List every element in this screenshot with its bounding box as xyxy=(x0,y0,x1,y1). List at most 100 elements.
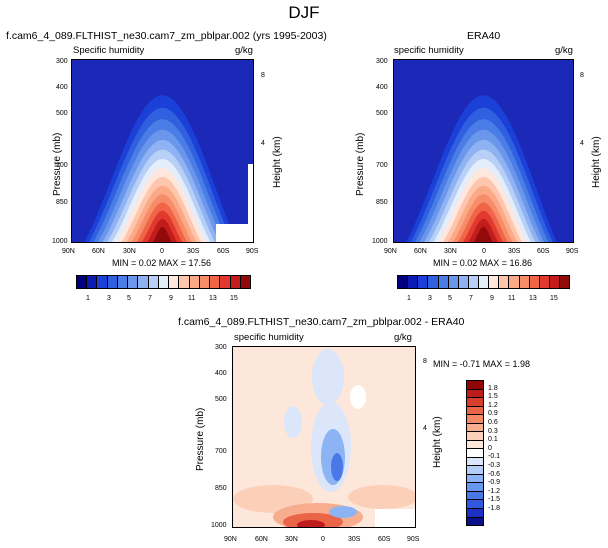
colorbar-swatch xyxy=(179,276,190,288)
panel3-ytick-right: 4 xyxy=(423,425,427,432)
panel3-colorbar-label: 1.2 xyxy=(488,401,498,409)
colorbar-swatch xyxy=(467,381,483,390)
panel3-xtick: 60S xyxy=(378,536,391,543)
colorbar-swatch xyxy=(97,276,108,288)
panel3-colorbar-label: 0.1 xyxy=(488,436,498,444)
panel3-colorbar xyxy=(466,380,484,526)
panel3-ytick: 700 xyxy=(215,448,227,455)
panel3-plot-area xyxy=(232,346,416,528)
panel1-xtick: 90N xyxy=(62,248,75,255)
colorbar-swatch xyxy=(107,276,118,288)
colorbar-swatch xyxy=(467,500,483,509)
colorbar-swatch xyxy=(467,432,483,441)
panel1-xtick: 90S xyxy=(246,248,259,255)
panel2-ytick: 700 xyxy=(376,162,388,169)
panel3-stats: MIN = -0.71 MAX = 1.98 xyxy=(433,359,531,369)
panel3-xtick: 0 xyxy=(321,536,325,543)
contour-anomaly-negative xyxy=(284,406,302,438)
panel1-xtick: 60N xyxy=(92,248,105,255)
panel1-colorbar-label: 3 xyxy=(107,295,111,302)
panel3-xtick: 90S xyxy=(407,536,420,543)
colorbar-swatch xyxy=(519,276,530,288)
panel1-units: g/kg xyxy=(235,45,253,56)
panel1-subtitle-left: Specific humidity xyxy=(73,45,145,56)
panel3-colorbar-label: 1.8 xyxy=(488,384,498,392)
panel2-colorbar-label: 9 xyxy=(490,295,494,302)
panel2-colorbar-label: 5 xyxy=(448,295,452,302)
colorbar-swatch xyxy=(467,491,483,501)
panel2-ytick-right: 4 xyxy=(580,140,584,147)
panel3-title: f.cam6_4_089.FLTHIST_ne30.cam7_zm_pblpar… xyxy=(178,316,465,328)
panel1-xtick: 0 xyxy=(160,248,164,255)
panel3-ytick: 1000 xyxy=(211,522,227,529)
panel1-stats: MIN = 0.02 MAX = 17.56 xyxy=(112,258,212,268)
panel3-colorbar-label: -0.1 xyxy=(488,453,501,461)
panel2-plot-area xyxy=(393,59,574,243)
panel2-ytick: 850 xyxy=(376,199,388,206)
panel3-ytick: 300 xyxy=(215,344,227,351)
panel3-colorbar-label: -0.9 xyxy=(488,479,501,487)
panel2-subtitle-left: specific humidity xyxy=(394,45,464,56)
panel1-ytick-right: 4 xyxy=(261,140,265,147)
panel3-ytick-right: 8 xyxy=(423,358,427,365)
colorbar-swatch xyxy=(87,276,98,288)
panel3-colorbar-label: -1.5 xyxy=(488,496,501,504)
panel3-subtitle-left: specific humidity xyxy=(234,332,304,343)
panel1-colorbar-label: 1 xyxy=(86,295,90,302)
colorbar-swatch xyxy=(408,276,419,288)
panel2-colorbar-label: 13 xyxy=(529,295,537,302)
colorbar-swatch xyxy=(467,406,483,416)
colorbar-swatch xyxy=(418,276,429,288)
panel2-colorbar-label: 1 xyxy=(407,295,411,302)
panel2-contour-field xyxy=(394,60,573,242)
colorbar-swatch xyxy=(560,276,570,288)
panel1-colorbar xyxy=(76,275,251,289)
panel2-colorbar-label: 7 xyxy=(469,295,473,302)
panel2-xtick: 60N xyxy=(414,248,427,255)
colorbar-swatch xyxy=(240,276,250,288)
colorbar-swatch xyxy=(128,276,139,288)
contour-anomaly-neutral xyxy=(350,385,366,409)
panel3-colorbar-label: 1.5 xyxy=(488,393,498,401)
colorbar-swatch xyxy=(467,457,483,467)
panel1-ytick: 700 xyxy=(56,162,68,169)
contour-anomaly-positive xyxy=(348,485,415,509)
contour-anomaly-negative xyxy=(331,453,343,481)
panel2-title: ERA40 xyxy=(467,30,501,42)
colorbar-swatch xyxy=(549,276,560,288)
panel1-xtick: 30S xyxy=(187,248,200,255)
panel1-ytick: 500 xyxy=(56,110,68,117)
panel2-ytick: 400 xyxy=(376,84,388,91)
panel3-xtick: 30S xyxy=(348,536,361,543)
colorbar-swatch xyxy=(438,276,449,288)
colorbar-swatch xyxy=(467,415,483,424)
panel1-ylabel-right: Height (km) xyxy=(272,136,283,188)
panel2-units: g/kg xyxy=(555,45,573,56)
colorbar-swatch xyxy=(539,276,550,288)
panel2-colorbar-label: 3 xyxy=(428,295,432,302)
colorbar-swatch xyxy=(169,276,180,288)
colorbar-swatch xyxy=(468,276,479,288)
colorbar-swatch xyxy=(529,276,540,288)
panel1-title: f.cam6_4_089.FLTHIST_ne30.cam7_zm_pblpar… xyxy=(6,30,327,42)
panel3-colorbar-label: 0.6 xyxy=(488,418,498,426)
panel3-colorbar-label: 0 xyxy=(488,444,492,452)
colorbar-swatch xyxy=(448,276,459,288)
panel1-missing-strip xyxy=(248,164,253,224)
contour-level xyxy=(474,226,493,242)
colorbar-swatch xyxy=(467,474,483,484)
panel3-colorbar-label: -1.8 xyxy=(488,504,501,512)
colorbar-swatch xyxy=(398,276,409,288)
colorbar-swatch xyxy=(499,276,510,288)
panel2-xtick: 60S xyxy=(537,248,550,255)
panel2-ylabel-right: Height (km) xyxy=(591,136,602,188)
colorbar-swatch xyxy=(117,276,129,288)
panel3-ytick: 850 xyxy=(215,485,227,492)
contour-anomaly-negative xyxy=(329,506,357,518)
panel1-colorbar-label: 9 xyxy=(169,295,173,302)
colorbar-swatch xyxy=(138,276,149,288)
panel2-xtick: 90S xyxy=(566,248,579,255)
panel1-xtick: 30N xyxy=(123,248,136,255)
panel2-xtick: 30S xyxy=(508,248,521,255)
panel3-units: g/kg xyxy=(394,332,412,343)
